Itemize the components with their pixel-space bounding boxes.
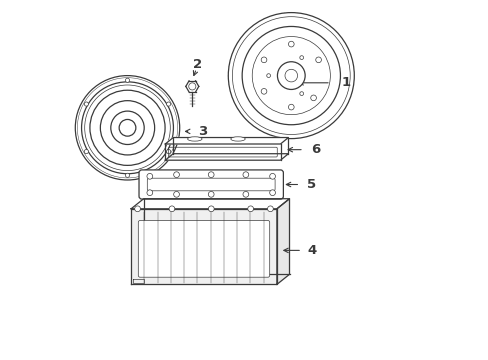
Circle shape (125, 78, 129, 82)
FancyBboxPatch shape (147, 178, 275, 191)
Circle shape (146, 174, 152, 179)
Polygon shape (131, 199, 289, 209)
Circle shape (269, 190, 275, 195)
Circle shape (84, 149, 88, 154)
Circle shape (146, 190, 152, 195)
Circle shape (243, 192, 248, 197)
Circle shape (242, 26, 340, 125)
Text: 4: 4 (307, 244, 316, 257)
Polygon shape (165, 138, 288, 144)
Circle shape (119, 120, 136, 136)
Circle shape (266, 74, 270, 77)
Text: 6: 6 (310, 143, 320, 156)
Text: 1: 1 (341, 76, 350, 89)
Circle shape (125, 173, 129, 177)
Circle shape (288, 104, 294, 110)
Circle shape (247, 206, 253, 212)
Circle shape (111, 111, 144, 144)
Circle shape (267, 206, 273, 212)
Circle shape (166, 102, 170, 106)
Circle shape (208, 192, 214, 197)
Text: 3: 3 (197, 125, 206, 138)
Circle shape (288, 41, 294, 47)
Polygon shape (276, 199, 289, 284)
Circle shape (310, 95, 316, 101)
Circle shape (84, 102, 88, 106)
Circle shape (243, 172, 248, 177)
Circle shape (81, 82, 173, 174)
Circle shape (285, 69, 297, 82)
Circle shape (173, 172, 179, 177)
Circle shape (315, 57, 321, 63)
Ellipse shape (187, 137, 202, 141)
Circle shape (299, 56, 303, 59)
Circle shape (269, 174, 275, 179)
Polygon shape (165, 154, 288, 160)
Circle shape (261, 89, 266, 94)
Circle shape (166, 149, 170, 154)
Circle shape (75, 76, 179, 180)
Circle shape (208, 206, 214, 212)
Circle shape (134, 206, 140, 212)
Circle shape (228, 13, 354, 139)
Ellipse shape (230, 137, 244, 141)
Circle shape (100, 101, 154, 155)
Circle shape (90, 90, 165, 165)
Polygon shape (131, 209, 276, 284)
Circle shape (299, 92, 303, 95)
Circle shape (261, 57, 266, 63)
FancyBboxPatch shape (139, 170, 283, 199)
Circle shape (208, 172, 214, 177)
Circle shape (277, 62, 305, 89)
Circle shape (173, 192, 179, 197)
Circle shape (169, 206, 174, 212)
Text: 2: 2 (193, 58, 202, 71)
Text: 5: 5 (307, 178, 316, 191)
FancyBboxPatch shape (138, 220, 269, 277)
